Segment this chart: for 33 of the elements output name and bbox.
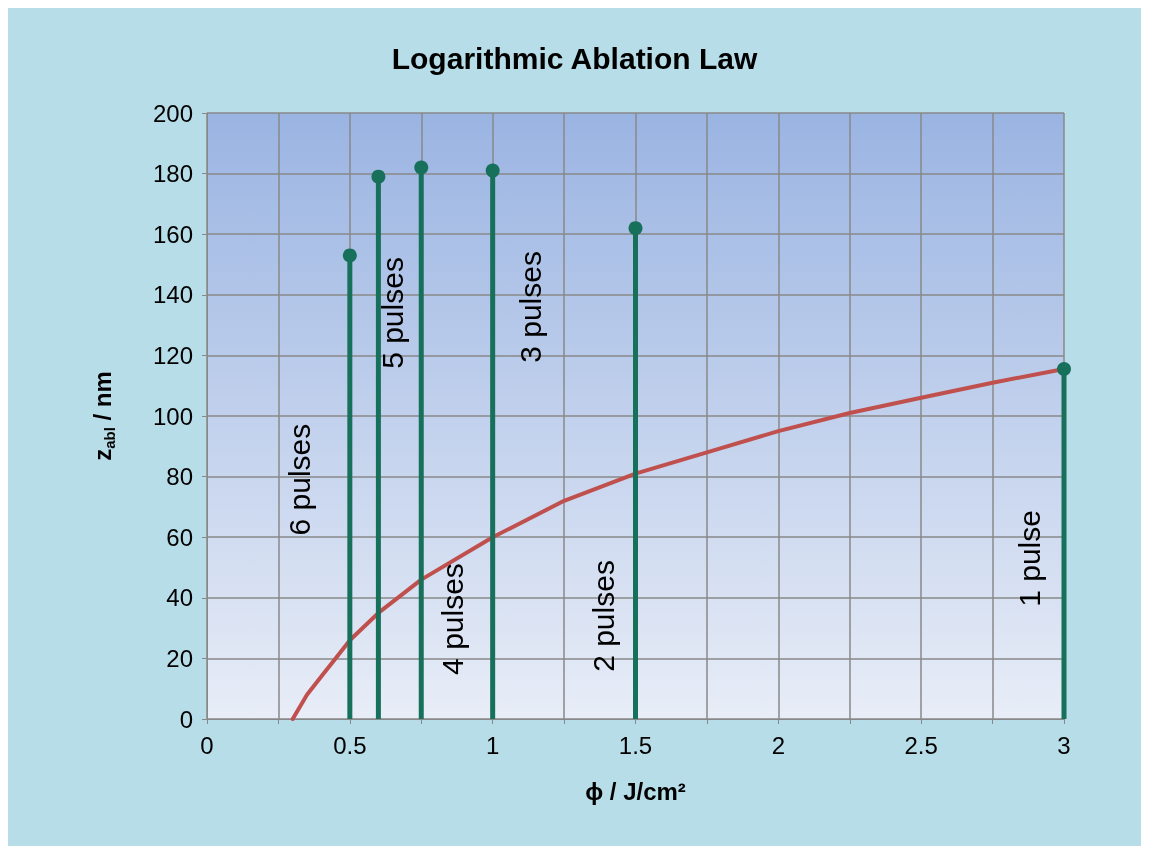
x-tick-label: 3 <box>1057 731 1071 759</box>
point <box>485 163 500 178</box>
x-axis-title: ϕ / J/cm² <box>585 777 686 805</box>
point <box>371 169 386 184</box>
annotation: 4 pulses <box>436 563 470 675</box>
y-tick-label: 0 <box>179 705 193 733</box>
x-tick-label: 2.5 <box>904 731 938 759</box>
annotation: 5 pulses <box>376 257 410 369</box>
y-tick-label: 60 <box>166 523 193 551</box>
annotation: 2 pulses <box>587 560 621 672</box>
point <box>1057 362 1071 377</box>
y-tick-label: 200 <box>152 99 193 127</box>
y-tick-label: 40 <box>166 584 193 612</box>
annotation: 6 pulses <box>283 423 317 536</box>
point <box>628 221 643 236</box>
y-axis-title: zabl / nm <box>89 371 118 461</box>
y-tick-label: 20 <box>166 644 193 672</box>
point <box>342 248 357 263</box>
y-tick-label: 180 <box>152 160 193 188</box>
y-tick-label: 160 <box>152 220 193 248</box>
x-tick-label: 0.5 <box>333 731 367 759</box>
x-tick-label: 2 <box>771 731 786 759</box>
y-tick-label: 120 <box>152 341 193 369</box>
annotation: 1 pulse <box>1013 510 1047 607</box>
y-tick-label: 80 <box>166 463 193 491</box>
x-tick-label: 1.5 <box>618 731 653 759</box>
y-tick-label: 100 <box>152 402 193 430</box>
y-tick-label: 140 <box>152 281 193 309</box>
annotation: 3 pulses <box>513 251 547 363</box>
x-tick-label: 0 <box>200 731 214 759</box>
chart-title: Logarithmic Ablation Law <box>391 41 758 75</box>
point <box>414 160 429 175</box>
x-tick-label: 1 <box>485 731 500 759</box>
